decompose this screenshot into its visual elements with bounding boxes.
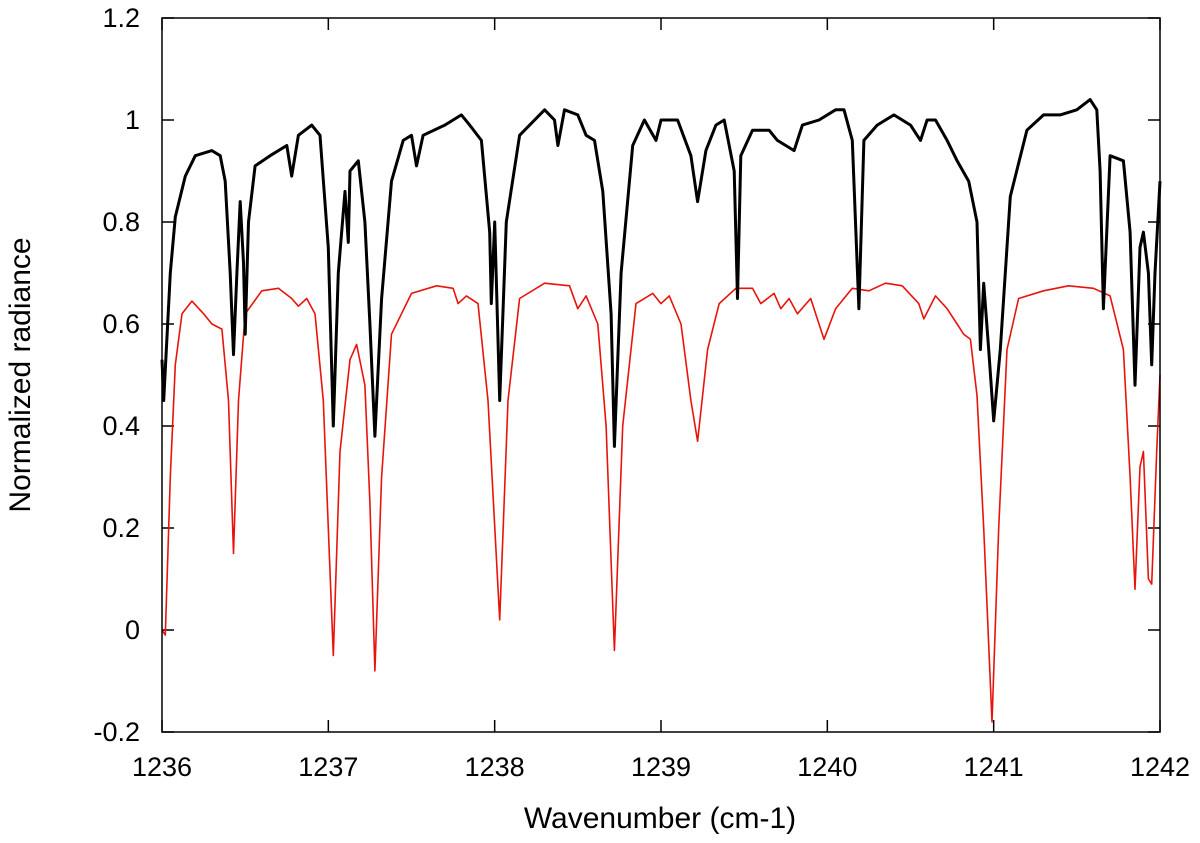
x-tick-label: 1238 [465, 752, 525, 782]
y-tick-label: -0.2 [93, 717, 140, 747]
y-axis-label: Normalized radiance [4, 237, 37, 512]
x-tick-label: 1237 [298, 752, 358, 782]
series-line [160, 98, 1162, 448]
y-tick-label: 0.6 [102, 309, 140, 339]
plot-frame [161, 17, 1161, 733]
y-tick-label: 0.8 [102, 207, 140, 237]
y-tick-label: 1 [125, 105, 140, 135]
series-line [161, 282, 1161, 723]
x-tick-label: 1242 [1130, 752, 1190, 782]
y-tick-label: 1.2 [102, 3, 140, 33]
x-tick-label: 1236 [132, 752, 192, 782]
y-tick-label: 0.4 [102, 411, 140, 441]
x-tick-label: 1239 [631, 752, 691, 782]
x-axis-label: Wavenumber (cm-1) [524, 802, 796, 835]
x-tick-label: 1240 [797, 752, 857, 782]
y-tick-label: 0.2 [102, 513, 140, 543]
x-tick-label: 1241 [964, 752, 1024, 782]
y-tick-label: 0 [125, 615, 140, 645]
